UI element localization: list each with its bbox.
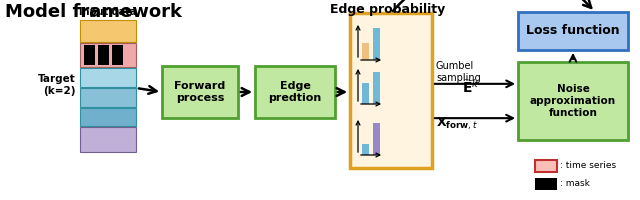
Text: : time series: : time series	[560, 162, 616, 170]
Bar	[535, 160, 557, 172]
Text: Noise
approximation
function: Noise approximation function	[530, 84, 616, 118]
Bar	[80, 88, 136, 107]
Bar	[362, 43, 369, 60]
Bar	[373, 28, 380, 60]
Bar	[112, 45, 123, 65]
Bar	[80, 43, 136, 67]
Text: Forward
process: Forward process	[174, 81, 226, 103]
Bar	[80, 108, 136, 126]
Text: Input data: Input data	[79, 7, 136, 17]
Text: Loss function: Loss function	[526, 24, 620, 38]
Bar	[373, 72, 380, 104]
Bar	[98, 45, 109, 65]
FancyBboxPatch shape	[350, 13, 432, 168]
Text: $\widetilde{\mathbf{E}}^k$: $\widetilde{\mathbf{E}}^k$	[462, 78, 479, 96]
Bar	[84, 45, 95, 65]
Bar	[362, 144, 369, 155]
Bar	[373, 123, 380, 155]
Text: Target
(k=2): Target (k=2)	[38, 74, 76, 96]
FancyBboxPatch shape	[255, 66, 335, 118]
Bar	[535, 178, 557, 190]
Bar	[362, 83, 369, 104]
Text: : mask: : mask	[560, 180, 590, 188]
FancyBboxPatch shape	[518, 62, 628, 140]
FancyBboxPatch shape	[162, 66, 238, 118]
Bar	[80, 20, 136, 42]
Bar	[80, 68, 136, 87]
Text: Edge probability: Edge probability	[330, 3, 445, 16]
Text: Gumbel
sampling: Gumbel sampling	[436, 61, 481, 83]
Text: Model framework: Model framework	[5, 3, 182, 21]
Bar	[80, 127, 136, 152]
Text: Edge
predtion: Edge predtion	[268, 81, 322, 103]
Text: $\mathbf{X}_{\mathbf{forw},t}$: $\mathbf{X}_{\mathbf{forw},t}$	[436, 116, 478, 132]
FancyBboxPatch shape	[518, 12, 628, 50]
